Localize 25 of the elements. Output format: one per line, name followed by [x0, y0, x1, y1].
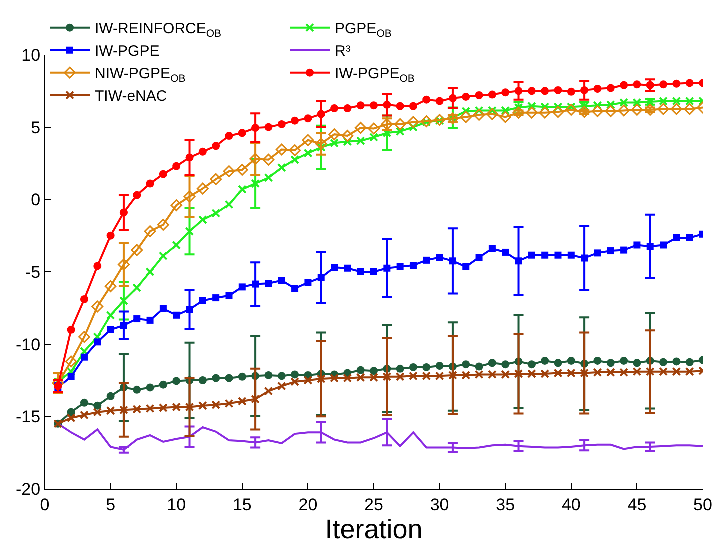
x-tick-label: 10	[167, 495, 186, 514]
legend-label: IW-REINFORCE$_{OB}$	[95, 20, 222, 40]
y-tick-label: -20	[16, 480, 41, 499]
legend-label: IW-PGPE	[95, 43, 160, 60]
x-tick-label: 15	[232, 495, 252, 514]
legend-label: PGPE$_{OB}$	[335, 20, 392, 40]
y-tick-label: -5	[25, 262, 41, 282]
x-tick-label: 25	[364, 495, 384, 514]
x-tick-label: 5	[106, 495, 116, 514]
y-tick-label: 0	[31, 190, 41, 210]
legend-label: NIW-PGPE$_{OB}$	[95, 66, 186, 85]
x-tick-label: 45	[628, 495, 647, 514]
y-tick-label: -15	[16, 408, 41, 427]
x-tick-label: 50	[694, 495, 712, 514]
legend-label: R³	[335, 43, 351, 60]
y-tick-label: 10	[22, 46, 41, 65]
legend-label: TIW-eNAC	[95, 88, 168, 106]
x-tick-label: 40	[562, 495, 581, 514]
x-tick-label: 20	[298, 495, 318, 514]
x-tick-label: 30	[430, 495, 450, 514]
x-axis-title: Iteration	[325, 514, 423, 544]
y-tick-label: 5	[31, 118, 41, 138]
x-tick-label: 35	[496, 495, 516, 514]
legend-label: IW-PGPE$_{OB}$	[335, 66, 415, 85]
y-tick-label: -10	[16, 335, 41, 354]
